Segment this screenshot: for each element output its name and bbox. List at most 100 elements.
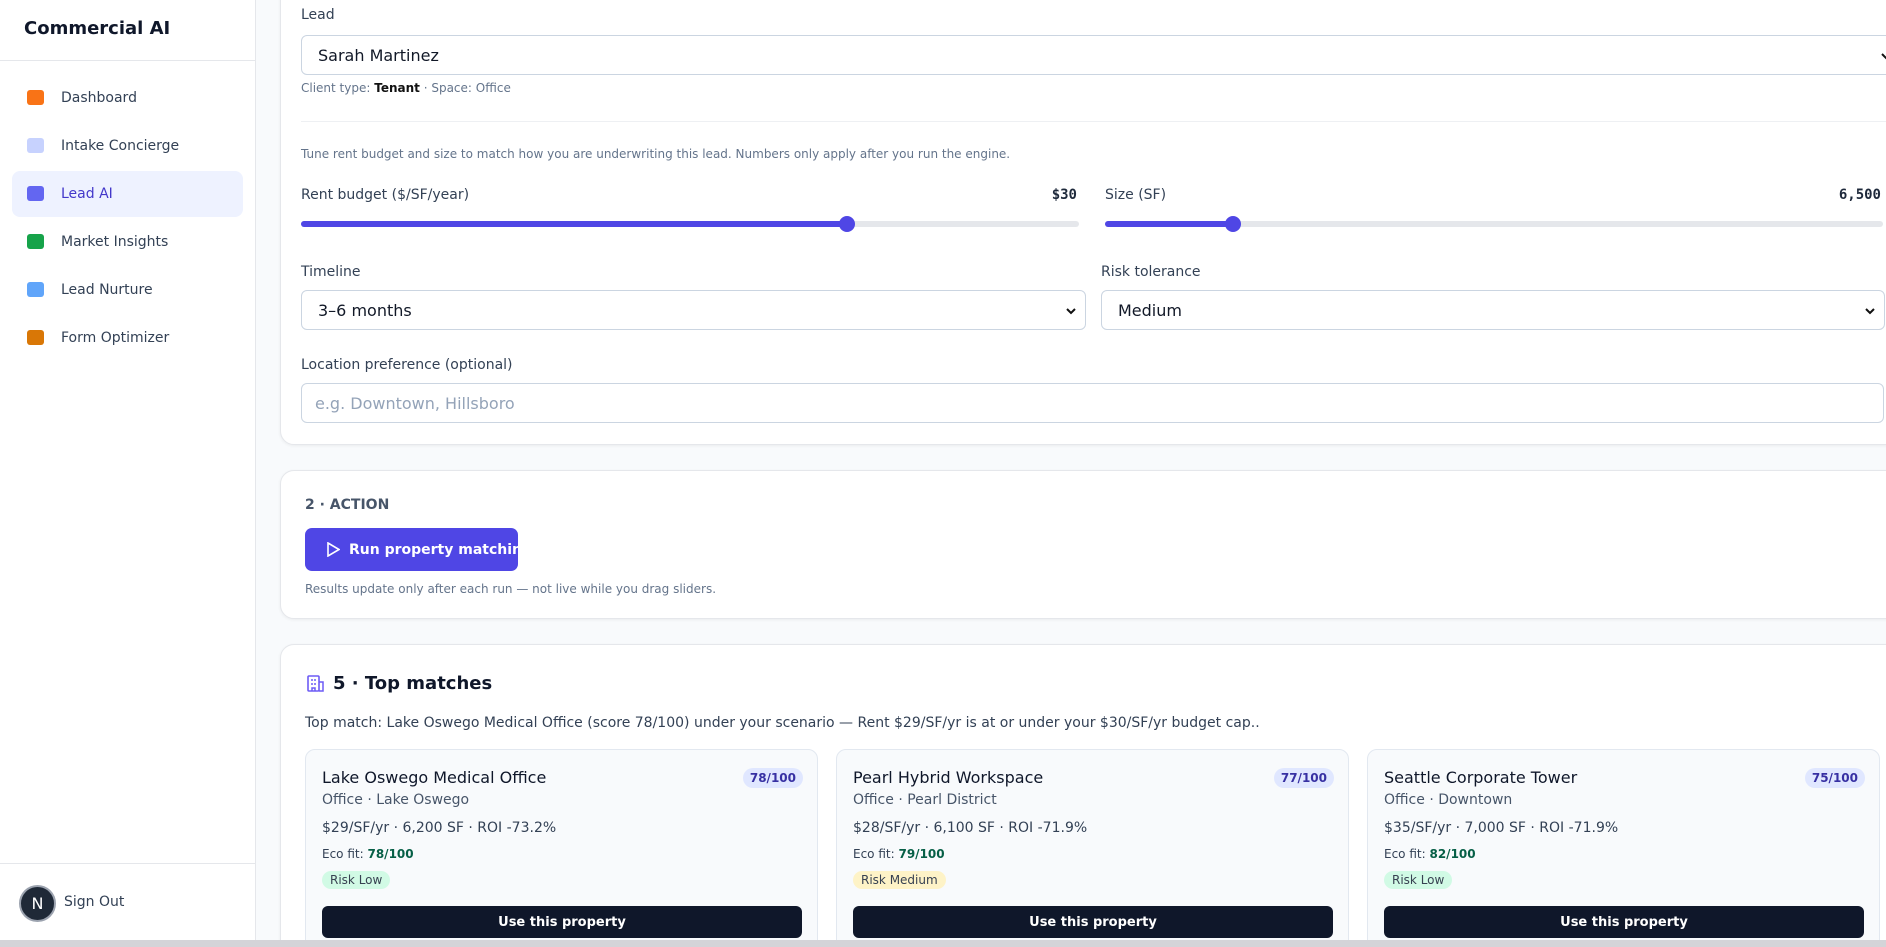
eco-fit: Eco fit: 79/100 [853,847,945,861]
eco-value: 79/100 [898,847,945,861]
nav-item[interactable]: Market Insights [12,219,243,265]
label: Lead [301,7,335,23]
nav-label: Dashboard [61,90,137,106]
risk-badge: Risk Medium [853,871,946,889]
label: Location preference (optional) [301,357,513,373]
nav-icon [27,330,44,345]
text: Client type: [301,81,371,95]
rent-slider[interactable] [301,216,1079,232]
size-slider[interactable] [1105,216,1883,232]
nav-label: Market Insights [61,234,169,250]
nav-label: Lead AI [61,186,113,202]
select-value: Medium [1118,300,1182,320]
risk-badge: Risk Low [322,871,391,889]
play-icon [327,542,340,557]
text: Office [475,81,511,95]
summary: Top match: Lake Oswego Medical Office (s… [305,715,1260,731]
nav-item[interactable]: Lead Nurture [12,267,243,313]
eco-value: 82/100 [1429,847,1476,861]
nav-item[interactable]: Dashboard [12,75,243,121]
building-icon [307,675,324,692]
eco-fit: Eco fit: 78/100 [322,847,414,861]
label: Risk tolerance [1101,264,1201,280]
property-details: $28/SF/yr · 6,100 SF · ROI -71.9% [853,820,1088,836]
nav-label: Intake Concierge [61,138,180,154]
risk-select[interactable]: Medium [1101,290,1885,330]
browser-edge [0,940,1886,947]
client-meta: Client type: Tenant · Space: Office [301,81,511,95]
property-subtitle: Office · Lake Oswego [322,792,470,808]
nav-icon [27,186,44,201]
score-badge: 78/100 [742,768,803,788]
property-subtitle: Office · Pearl District [853,792,997,808]
property-card: Pearl Hybrid Workspace 77/100 Office · Pea… [836,749,1349,947]
eco-label: Eco fit: [1384,847,1426,861]
property-subtitle: Office · Downtown [1384,792,1513,808]
property-details: $29/SF/yr · 6,200 SF · ROI -73.2% [322,820,557,836]
inputs-card: Lead Sarah Martinez Client type: Tenant … [280,0,1886,445]
button-label: Run property matching [349,541,533,558]
eco-label: Eco fit: [853,847,895,861]
lead-select[interactable]: Sarah Martinez [301,35,1886,75]
nav-label: Form Optimizer [61,330,170,346]
divider [0,60,256,61]
slider-value: $30 [1051,187,1077,203]
section-heading: 5 · Top matches [333,673,493,694]
score-badge: 75/100 [1804,768,1865,788]
text: Tenant [374,81,420,95]
label: Size (SF) [1105,187,1167,203]
nav-item[interactable]: Lead AI [12,171,243,217]
run-button[interactable]: Run property matching [305,528,532,571]
slider-fill [301,221,847,227]
divider [0,863,256,864]
score-badge: 77/100 [1273,768,1334,788]
slider-fill [1105,221,1233,227]
text: · Space: [423,81,472,95]
hint: Tune rent budget and size to match how y… [301,147,1011,161]
slider-value: 6,500 [1838,187,1881,203]
chevron [1066,308,1076,315]
use-button[interactable]: Use this property [322,906,802,938]
sidebar: Commercial AI Dashboard Intake Concierge L… [0,0,256,940]
risk-badge: Risk Low [1384,871,1453,889]
eco-fit: Eco fit: 82/100 [1384,847,1476,861]
use-button[interactable]: Use this property [853,906,1333,938]
nav-icon [27,90,44,105]
action-card: 2 · ACTION Run property matching Results… [280,470,1886,619]
avatar: N [19,885,56,922]
note: Results update only after each run — not… [305,582,717,596]
nav-icon [27,234,44,249]
property-name: Seattle Corporate Tower [1384,768,1578,787]
property-card: Lake Oswego Medical Office 78/100 Office ·… [305,749,818,947]
label: Rent budget ($/SF/year) [301,187,470,203]
use-button[interactable]: Use this property [1384,906,1864,938]
nav-item[interactable]: Form Optimizer [12,315,243,361]
eco-label: Eco fit: [322,847,364,861]
property-name: Lake Oswego Medical Office [322,768,547,787]
sign-out[interactable]: Sign Out [64,894,125,910]
eco-value: 78/100 [367,847,414,861]
location-input[interactable]: e.g. Downtown, Hillsboro [301,383,1884,423]
slider-thumb[interactable] [839,216,855,232]
select-value: Sarah Martinez [318,45,439,65]
nav-icon [27,282,44,297]
section-heading: 2 · ACTION [305,497,390,513]
timeline-select[interactable]: 3–6 months [301,290,1086,330]
property-name: Pearl Hybrid Workspace [853,768,1044,787]
nav-item[interactable]: Intake Concierge [12,123,243,169]
label: Timeline [301,264,361,280]
chevron [1865,308,1875,315]
slider-thumb[interactable] [1225,216,1241,232]
property-details: $35/SF/yr · 7,000 SF · ROI -71.9% [1384,820,1619,836]
placeholder: e.g. Downtown, Hillsboro [315,393,515,413]
property-card: Seattle Corporate Tower 75/100 Office · Do… [1367,749,1880,947]
brand: Commercial AI [24,18,171,39]
nav-label: Lead Nurture [61,282,153,298]
divider [301,121,1886,122]
nav-icon [27,138,44,153]
chevron [1881,53,1886,60]
select-value: 3–6 months [318,300,412,320]
